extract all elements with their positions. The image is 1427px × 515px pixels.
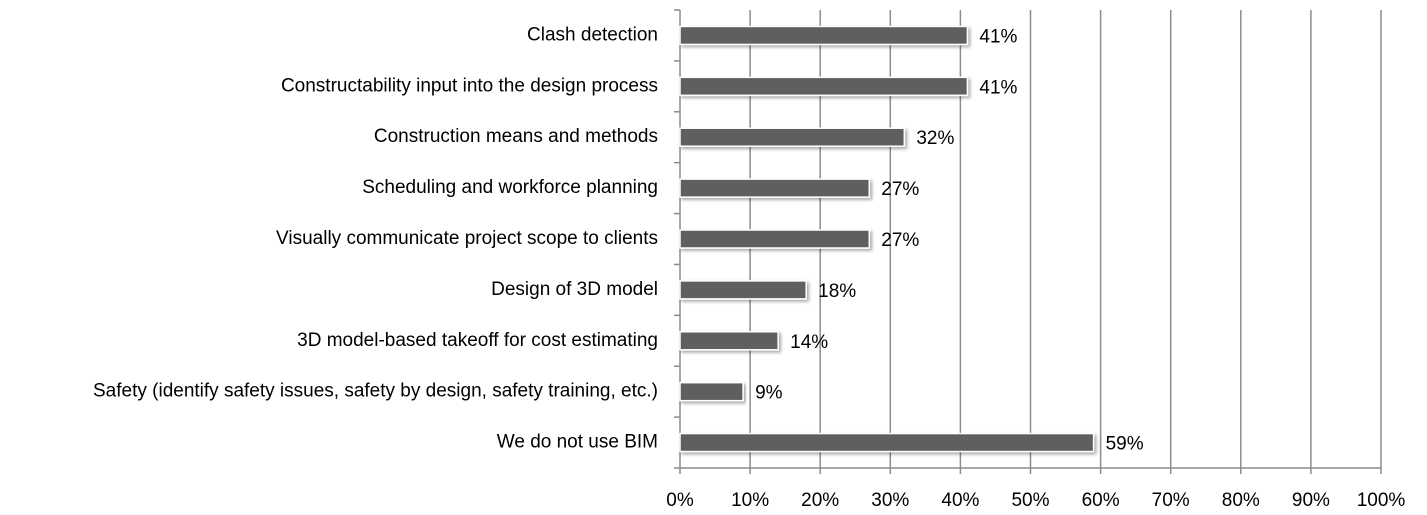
bar <box>679 229 871 249</box>
y-tick-label: We do not use BIM <box>497 432 658 453</box>
value-label: 9% <box>755 383 783 404</box>
bar <box>679 76 969 97</box>
x-tick-label: 100% <box>1357 490 1406 511</box>
x-tick-label: 90% <box>1292 490 1330 511</box>
bar <box>679 25 969 46</box>
value-label: 27% <box>881 179 919 200</box>
x-tick-label: 60% <box>1082 490 1120 511</box>
bar <box>679 331 779 351</box>
bar <box>679 432 1095 453</box>
y-tick-label: 3D model-based takeoff for cost estimati… <box>297 330 658 351</box>
x-tick-label: 30% <box>871 490 909 511</box>
y-tick-label: Visually communicate project scope to cl… <box>276 228 658 249</box>
value-label: 41% <box>979 77 1017 98</box>
y-tick-label: Construction means and methods <box>374 126 658 147</box>
value-label: 27% <box>881 230 919 251</box>
value-label: 14% <box>790 332 828 353</box>
x-tick-label: 10% <box>731 490 769 511</box>
value-label: 41% <box>979 26 1017 47</box>
value-label: 18% <box>818 281 856 302</box>
y-tick-label: Safety (identify safety issues, safety b… <box>93 381 658 402</box>
x-tick-label: 20% <box>801 490 839 511</box>
bar <box>679 178 871 198</box>
x-tick-label: 40% <box>941 490 979 511</box>
value-label: 59% <box>1106 434 1144 455</box>
y-tick-label: Clash detection <box>527 24 658 45</box>
x-tick-label: 50% <box>1011 490 1049 511</box>
x-tick-label: 80% <box>1222 490 1260 511</box>
y-tick-label: Design of 3D model <box>491 279 658 300</box>
value-label: 32% <box>916 128 954 149</box>
x-tick-label: 0% <box>666 490 694 511</box>
bar <box>679 127 906 147</box>
y-tick-label: Scheduling and workforce planning <box>362 177 658 198</box>
y-tick-label: Constructability input into the design p… <box>281 75 658 96</box>
bar <box>679 381 744 402</box>
x-tick-label: 70% <box>1152 490 1190 511</box>
bar <box>679 280 807 300</box>
